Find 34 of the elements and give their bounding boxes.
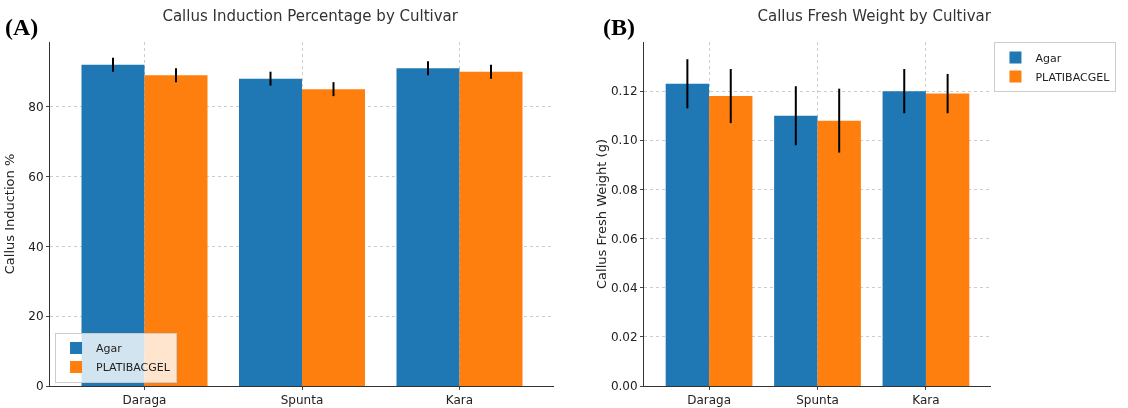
bar [709,96,753,386]
x-tick-label: Daraga [122,393,167,408]
y-tick-label: 20 [28,309,44,324]
y-tick-label: 60 [28,169,44,184]
bar [665,83,710,386]
bar [817,120,861,386]
text: (A) [5,14,39,40]
bar [774,115,818,386]
x-tick-label: Spunta [796,393,839,408]
y-tick-label: 0.00 [610,379,638,394]
y-tick-label: 40 [28,239,44,254]
legend-label: Agar [96,342,123,356]
y-axis-title: Callus Induction % [2,153,17,275]
y-tick-label: 0.12 [610,84,638,99]
x-tick-label: Kara [445,393,474,408]
chart-title: Callus Fresh Weight by Cultivar [757,6,992,25]
y-tick-label: 0.06 [610,231,638,246]
legend-label: PLATIBACGEL [96,361,171,375]
y-tick-label: 80 [28,99,44,114]
legend-label: PLATIBACGEL [1035,70,1111,84]
y-tick-label: 0.10 [610,133,638,148]
legend-label: Agar [1035,51,1062,65]
y-tick-label: 0.04 [610,280,638,295]
y-axis-title: Callus Fresh Weight (g) [593,139,609,289]
bar [882,91,926,386]
y-tick-label: 0.02 [610,330,638,345]
chart-title: Callus Induction Percentage by Cultivar [162,6,459,25]
y-tick-label: 0 [35,379,44,394]
x-tick-label: Kara [912,393,940,408]
text: (B) [603,14,635,40]
bar [925,93,970,386]
x-tick-label: Spunta [280,393,324,408]
y-tick-label: 0.08 [610,182,638,197]
x-tick-label: Daraga [687,393,731,408]
